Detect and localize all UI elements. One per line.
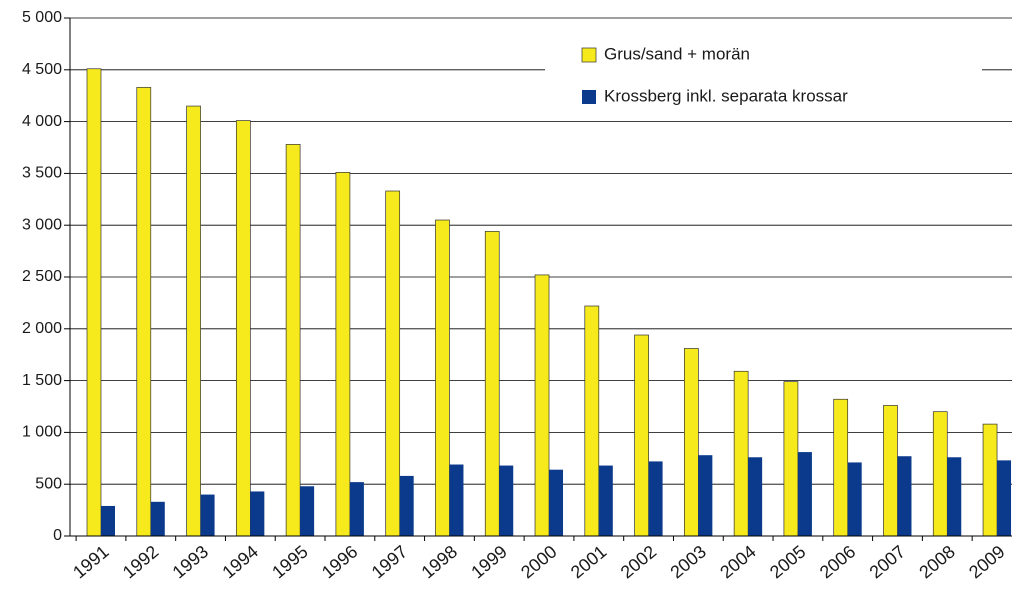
y-tick-label: 4 500: [22, 61, 62, 78]
bar: [997, 460, 1012, 536]
x-tick-label: 2007: [866, 541, 910, 582]
bar: [684, 348, 699, 537]
x-tick-label: 1997: [368, 541, 412, 582]
x-tick-label: 1993: [169, 541, 213, 582]
bar: [549, 469, 564, 536]
bar: [847, 462, 862, 536]
x-tick-label: 1994: [218, 541, 262, 582]
x-tick-label: 2001: [567, 541, 611, 582]
bar: [748, 457, 763, 536]
bar: [733, 370, 749, 537]
bar: [200, 494, 215, 536]
legend-swatch: [581, 47, 597, 63]
x-tick-label: 1996: [318, 541, 362, 582]
bar: [235, 120, 251, 537]
bar: [833, 398, 849, 537]
bar: [86, 68, 102, 537]
bar: [101, 505, 115, 536]
bar: [435, 219, 450, 537]
y-tick-label: 500: [35, 475, 62, 492]
bar: [883, 405, 898, 537]
bar: [897, 456, 912, 536]
bar: [385, 190, 401, 537]
bar: [449, 464, 464, 536]
legend-label: Grus/sand + morän: [604, 44, 750, 63]
bar: [136, 87, 152, 537]
y-tick-label: 1 500: [22, 372, 62, 389]
y-tick-label: 2 500: [22, 268, 62, 285]
x-tick-label: 2009: [965, 541, 1009, 582]
bar: [250, 491, 265, 536]
x-tick-label: 2002: [617, 541, 661, 582]
bar: [150, 501, 165, 536]
y-tick-label: 5 000: [22, 9, 62, 26]
bar: [300, 486, 315, 536]
y-tick-label: 3 500: [22, 165, 62, 182]
legend-box: [545, 30, 982, 120]
x-tick-label: 2005: [766, 541, 810, 582]
x-tick-label: 2003: [666, 541, 710, 582]
bar: [335, 172, 351, 537]
bar: [285, 144, 301, 537]
y-tick-label: 3 000: [22, 216, 62, 233]
bar: [797, 452, 812, 536]
y-tick-label: 4 000: [22, 113, 62, 130]
x-tick-label: 2004: [716, 541, 760, 582]
bar: [648, 461, 663, 536]
bar: [598, 465, 613, 536]
bar: [534, 274, 550, 537]
bar: [584, 305, 600, 537]
bar: [982, 423, 998, 537]
x-tick-label: 1998: [418, 541, 462, 582]
bar: [399, 475, 414, 536]
bar: [634, 334, 649, 537]
legend-swatch: [582, 90, 596, 104]
bar: [932, 411, 948, 537]
legend-label: Krossberg inkl. separata krossar: [604, 86, 848, 105]
x-tick-label: 1992: [119, 541, 163, 582]
x-tick-label: 2006: [816, 541, 860, 582]
bar: [947, 457, 962, 536]
bar: [484, 231, 500, 537]
x-tick-label: 2008: [915, 541, 959, 582]
bar: [698, 455, 713, 536]
bar: [783, 381, 799, 537]
x-tick-label: 1999: [467, 541, 511, 582]
x-tick-label: 1995: [268, 541, 312, 582]
x-tick-label: 1991: [69, 541, 113, 582]
x-tick-label: 2000: [517, 541, 561, 582]
y-tick-label: 2 000: [22, 320, 62, 337]
y-tick-label: 1 000: [22, 424, 62, 441]
y-tick-label: 0: [53, 527, 62, 544]
bar: [499, 465, 514, 536]
bar: [349, 482, 364, 536]
bar: [186, 105, 201, 537]
